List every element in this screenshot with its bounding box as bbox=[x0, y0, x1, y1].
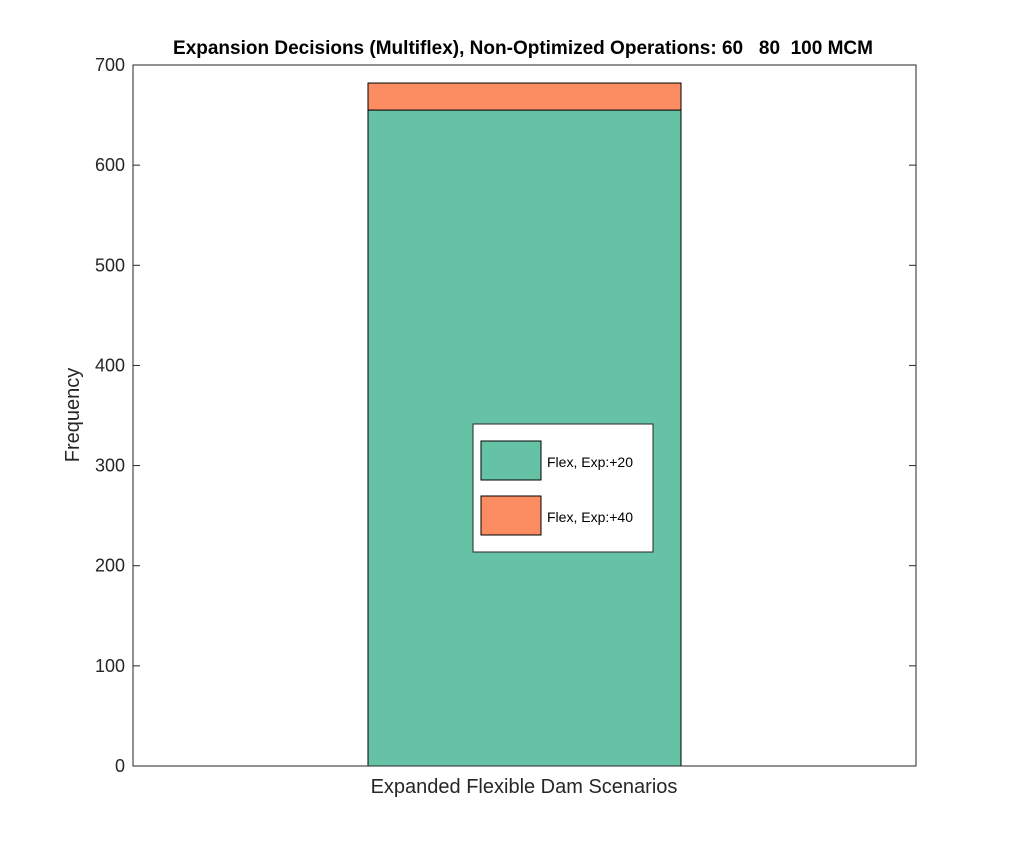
y-tick-label: 200 bbox=[95, 556, 125, 576]
chart-title: Expansion Decisions (Multiflex), Non-Opt… bbox=[173, 38, 873, 59]
y-axis-ticks: 0 100 200 300 400 500 600 700 bbox=[95, 55, 916, 776]
legend-label-flex-exp-20: Flex, Exp:+20 bbox=[547, 454, 633, 470]
legend-swatch-flex-exp-40 bbox=[480, 495, 542, 536]
bar-segment-flex-exp-40[interactable] bbox=[367, 82, 682, 111]
legend-swatch-flex-exp-20 bbox=[480, 440, 542, 481]
legend[interactable]: Flex, Exp:+20 Flex, Exp:+40 bbox=[472, 423, 654, 553]
y-tick-label: 600 bbox=[95, 155, 125, 175]
y-tick-label: 300 bbox=[95, 456, 125, 476]
y-tick-label: 0 bbox=[115, 756, 125, 776]
x-axis-label: Expanded Flexible Dam Scenarios bbox=[371, 776, 678, 798]
y-tick-label: 500 bbox=[95, 255, 125, 275]
y-tick-label: 700 bbox=[95, 55, 125, 75]
plot-area: 0 100 200 300 400 500 600 700 bbox=[95, 55, 917, 776]
y-tick-label: 100 bbox=[95, 656, 125, 676]
y-axis-label: Frequency bbox=[62, 368, 84, 463]
legend-label-flex-exp-40: Flex, Exp:+40 bbox=[547, 509, 633, 525]
y-tick-label: 400 bbox=[95, 355, 125, 375]
axes-frame bbox=[132, 64, 917, 767]
